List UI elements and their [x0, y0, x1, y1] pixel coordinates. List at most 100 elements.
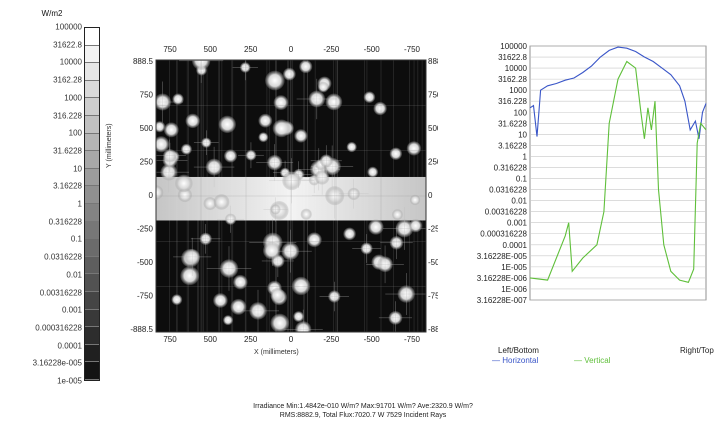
irradiance-spot [156, 136, 170, 153]
profile-y-tick-label: 3.16228E-006 [477, 274, 528, 283]
profile-y-tick-label: 0.000316228 [480, 230, 527, 239]
profile-y-tick-label: 100 [514, 108, 528, 117]
irradiance-spot [223, 149, 238, 163]
footer-line-1: Irradiance Min:1.4842e-010 W/m? Max:9170… [253, 403, 473, 410]
profile-y-tick-label: 1E-005 [501, 263, 527, 272]
profile-y-tick-label: 0.0001 [503, 241, 528, 250]
bottom-tick-label: -750 [404, 335, 421, 344]
irradiance-spot [300, 208, 312, 220]
scale-unit-label: W/m2 [41, 9, 63, 18]
bottom-tick-label: 750 [163, 335, 177, 344]
irradiance-spot [218, 115, 237, 134]
irradiance-spot [185, 113, 200, 129]
scale-segment [85, 344, 99, 363]
irradiance-spot [156, 121, 166, 133]
scale-segment [85, 28, 99, 46]
profile-y-tick-label: 1E-006 [501, 285, 527, 294]
irradiance-spot [222, 315, 234, 326]
top-tick-label: 0 [289, 45, 294, 54]
irradiance-spot [270, 313, 290, 332]
legend-horizontal: — Horizontal [492, 356, 538, 365]
scale-tick-label: 0.000316228 [35, 323, 82, 333]
scale-tick-label: 10 [73, 164, 82, 174]
right-tick-label: -750 [428, 292, 438, 301]
top-tick-label: -250 [323, 45, 340, 54]
y-axis-title: Y (millimeters) [106, 123, 113, 168]
right-tick-label: -250 [428, 225, 438, 234]
irradiance-map: 750 500 250 0 -250 -500 -750 750 500 250 0 -250 -500… [130, 45, 451, 344]
scale-segment [85, 256, 99, 275]
profile-y-tick-label: 3.16228E-007 [477, 296, 528, 305]
left-tick-label: 888.5 [133, 57, 154, 66]
scale-gradient-bar [84, 27, 100, 381]
top-tick-label: -750 [404, 45, 421, 54]
irradiance-spot [306, 232, 322, 248]
scale-tick-label: 1000 [64, 93, 82, 103]
scale-tick-label: 0.01 [66, 270, 82, 280]
irradiance-spot [163, 122, 179, 138]
scale-segment [85, 115, 99, 134]
horizontal-profile-line [529, 46, 707, 139]
irradiance-spot [270, 287, 285, 303]
left-tick-label: -500 [137, 258, 154, 267]
profile-y-tick-label: 10 [518, 130, 527, 139]
irradiance-spot [180, 266, 200, 286]
right-tick-label: 0 [428, 191, 433, 200]
irradiance-spot [213, 293, 228, 308]
profile-y-tick-label: 3.16228E-005 [477, 252, 528, 261]
profile-y-tick-label: 100000 [500, 42, 527, 51]
top-tick-label: 250 [244, 45, 258, 54]
scale-tick-label: 10000 [59, 57, 82, 67]
scale-segment [85, 45, 99, 64]
left-tick-label: 500 [140, 124, 154, 133]
bottom-tick-label: 0 [289, 335, 294, 344]
scale-tick-label: 3.16228e-005 [32, 358, 82, 368]
left-tick-label: -250 [137, 225, 154, 234]
scale-segment [85, 221, 99, 240]
profile-y-tick-label: 3162.28 [498, 75, 527, 84]
profile-y-tick-label: 10000 [505, 64, 528, 73]
irradiance-spot [408, 219, 423, 233]
profile-y-tick-label: 31.6228 [498, 119, 527, 128]
profile-x-left-label: Left/Bottom [498, 346, 539, 355]
scale-segment [85, 151, 99, 169]
right-tick-label: 500 [428, 124, 438, 133]
left-tick-label: 750 [140, 91, 154, 100]
irradiance-spot [293, 311, 305, 322]
scale-segment [85, 239, 99, 257]
profile-y-tick-label: 3.16228 [498, 141, 527, 150]
irradiance-profile-plot: 100000 31622.8 10000 3162.28 1000 316.228 100 3… [472, 40, 714, 365]
scale-tick-label: 1e-005 [57, 376, 82, 386]
profile-y-tick-label: 316.228 [498, 97, 527, 106]
image-frame [155, 59, 427, 333]
scale-tick-label: 0.1 [70, 234, 82, 244]
profile-frame [529, 45, 707, 301]
scale-segment [85, 133, 99, 152]
irradiance-spot [409, 194, 421, 206]
irradiance-spot [258, 113, 273, 128]
scale-segment [85, 186, 99, 204]
right-tick-label: 888.5 [428, 57, 438, 66]
top-tick-label: -500 [364, 45, 381, 54]
irradiance-spot [368, 219, 384, 235]
scale-tick-label: 3162.28 [53, 75, 82, 85]
irradiance-spot [367, 166, 379, 178]
irradiance-spot [273, 95, 289, 111]
right-tick-label: -888.5 [428, 325, 438, 334]
profile-y-tick-label: 1000 [509, 86, 527, 95]
profile-y-tick-label: 31622.8 [498, 53, 527, 62]
footer-stats: Irradiance Min:1.4842e-010 W/m? Max:9170… [0, 402, 726, 420]
irradiance-spot [272, 119, 291, 138]
irradiance-spot [389, 147, 403, 160]
scale-tick-label: 0.0316228 [44, 252, 82, 262]
scale-segment [85, 98, 99, 116]
profile-y-tick-label: 0.0316228 [489, 186, 527, 195]
legend-horizontal-label: Horizontal [502, 356, 539, 365]
left-tick-label: 0 [149, 191, 154, 200]
profile-y-tick-label: 0.01 [511, 197, 527, 206]
scale-segment [85, 291, 99, 310]
left-tick-label: -888.5 [130, 325, 153, 334]
profile-chart: 100000 31622.8 10000 3162.28 1000 316.228 100 3… [477, 42, 707, 305]
scale-segment [85, 63, 99, 81]
scale-segment [85, 274, 99, 292]
